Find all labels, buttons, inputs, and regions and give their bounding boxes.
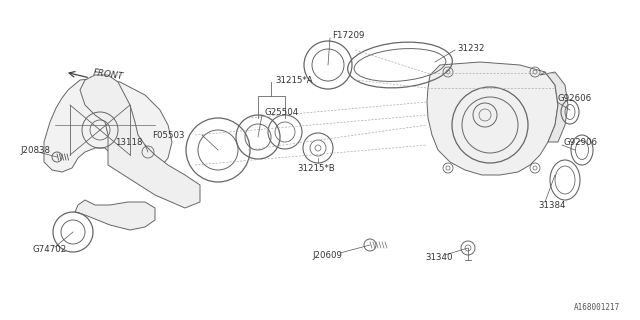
Text: J20609: J20609 bbox=[312, 251, 342, 260]
Polygon shape bbox=[427, 62, 558, 175]
Text: G25504: G25504 bbox=[264, 108, 298, 116]
Text: 31340: 31340 bbox=[425, 253, 452, 262]
Text: J20838: J20838 bbox=[20, 146, 50, 155]
Text: A168001217: A168001217 bbox=[573, 303, 620, 312]
Text: 31232: 31232 bbox=[457, 44, 484, 52]
Polygon shape bbox=[80, 75, 200, 208]
Text: 31215*B: 31215*B bbox=[297, 164, 335, 172]
Text: 31215*A: 31215*A bbox=[275, 76, 312, 84]
Text: 31384: 31384 bbox=[538, 201, 566, 210]
Text: FRONT: FRONT bbox=[92, 68, 124, 82]
Text: 13118: 13118 bbox=[115, 138, 143, 147]
Text: F17209: F17209 bbox=[332, 30, 364, 39]
Text: G92606: G92606 bbox=[558, 93, 592, 102]
Polygon shape bbox=[44, 78, 172, 172]
Polygon shape bbox=[540, 72, 568, 142]
Text: G92906: G92906 bbox=[564, 138, 598, 147]
Text: G74702: G74702 bbox=[33, 245, 67, 254]
Text: F05503: F05503 bbox=[152, 131, 185, 140]
Polygon shape bbox=[75, 200, 155, 230]
